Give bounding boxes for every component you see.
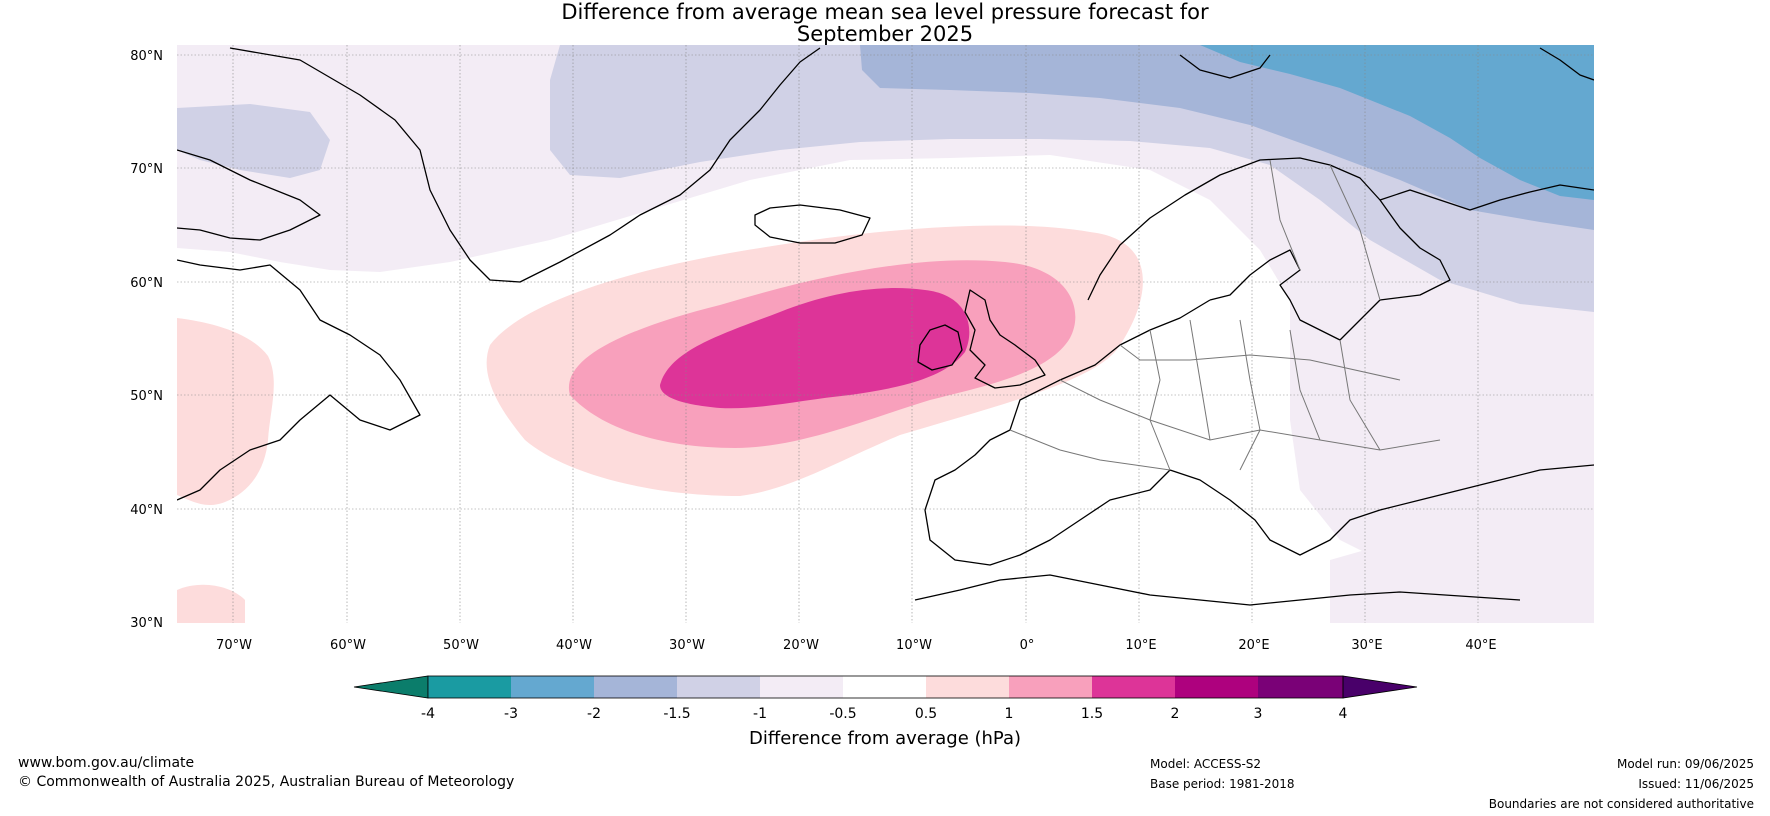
colorbar-segment [594,676,677,698]
lon-label: 60°W [330,638,366,653]
map-gridlines [177,45,1594,623]
anomaly-band-neg1_5-west [177,104,330,178]
colorbar-tick-label: 1.5 [1081,706,1103,722]
coastline-north-america-east [177,259,421,501]
colorbar-tick-label: -1 [753,706,767,722]
lon-label: 20°W [783,638,819,653]
footer-copyright: © Commonwealth of Australia 2025, Austra… [18,774,515,790]
lon-label: 10°W [896,638,932,653]
colorbar-tick-label: 3 [1254,706,1263,722]
colorbar-segment [428,676,511,698]
colorbar-tick-label: -4 [421,706,435,722]
colorbar-ticks: -4 -3 -2 -1.5 -1 -0.5 0.5 1 1.5 2 3 4 [421,706,1348,722]
footer-model: Model: ACCESS-S2 [1150,757,1262,771]
anomaly-band-neg1-to-neg0_5 [177,45,1594,623]
lon-label: 50°W [443,638,479,653]
coastline-canada-arctic [177,149,321,241]
footer-base-period: Base period: 1981-2018 [1150,777,1295,791]
colorbar-arrow-low [353,675,429,699]
map-title-line-1: Difference from average mean sea level p… [561,0,1209,24]
anomaly-band-0_5-to-1-west [177,318,274,505]
lon-label: 30°W [669,638,705,653]
lon-label: 40°W [556,638,592,653]
lat-label: 60°N [130,276,163,291]
lon-label: 10°E [1125,638,1156,653]
lat-label: 50°N [130,389,163,404]
colorbar-tick-label: -2 [587,706,601,722]
colorbar-segment [926,676,1009,698]
coastline-africa-north [914,574,1521,606]
footer-website-link[interactable]: www.bom.gov.au/climate [18,755,195,771]
colorbar-segment [843,676,926,698]
coastline-greenland [229,47,821,283]
anomaly-band-neg3-to-neg2 [1200,45,1594,200]
colorbar-segment [1092,676,1175,698]
colorbar-label: Difference from average (hPa) [749,728,1021,749]
coastline-europe-west [924,299,1211,566]
colorbar-segment [760,676,843,698]
country-borders [1009,159,1441,471]
colorbar: -4 -3 -2 -1.5 -1 -0.5 0.5 1 1.5 2 3 4 Di… [353,675,1418,749]
coastline-great-britain [964,289,1046,389]
coastline-scandinavia [1087,157,1451,341]
coastline-novaya-zemlya [1539,47,1594,81]
lat-label: 30°N [130,616,163,631]
lon-label: 70°W [216,638,252,653]
colorbar-tick-label: 0.5 [915,706,937,722]
anomaly-band-0_5-to-1-sw [177,584,245,623]
lat-label: 70°N [130,162,163,177]
lat-label: 40°N [130,503,163,518]
lon-label: 40°E [1465,638,1496,653]
colorbar-tick-label: -0.5 [829,706,856,722]
colorbar-tick-label: 4 [1339,706,1348,722]
colorbar-segment [1175,676,1258,698]
lon-label: 20°E [1238,638,1269,653]
latitude-labels: 80°N 70°N 60°N 50°N 40°N 30°N [130,49,163,631]
map-title-line-2: September 2025 [796,22,974,46]
colorbar-tick-label: -1.5 [663,706,690,722]
coastline-svalbard [1179,54,1271,79]
anomaly-band-1_5-to-2 [660,288,970,409]
footer-disclaimer: Boundaries are not considered authoritat… [1488,797,1754,811]
map-plot-area [177,45,1594,623]
coastline-ireland [917,324,963,371]
lat-label: 80°N [130,49,163,64]
coastline-mediterranean [1169,464,1594,556]
colorbar-segment [511,676,594,698]
lon-label: 0° [1020,638,1035,653]
coastline-russia-arctic [1379,184,1594,211]
colorbar-tick-label: 2 [1171,706,1180,722]
colorbar-tick-label: 1 [1005,706,1014,722]
colorbar-segment [677,676,760,698]
colorbar-segment [1258,676,1343,698]
colorbar-arrow-high [1342,675,1418,699]
footer-model-run: Model run: 09/06/2025 [1616,757,1754,771]
footer-issued: Issued: 11/06/2025 [1638,777,1754,791]
colorbar-segment [1009,676,1092,698]
colorbar-outline [427,675,1344,699]
coastlines [177,47,1594,606]
coastline-iceland [754,204,871,244]
anomaly-band-neg1-southeast [1330,530,1594,623]
lon-label: 30°E [1351,638,1382,653]
longitude-labels: 70°W 60°W 50°W 40°W 30°W 20°W 10°W 0° 10… [216,638,1497,653]
colorbar-tick-label: -3 [504,706,518,722]
